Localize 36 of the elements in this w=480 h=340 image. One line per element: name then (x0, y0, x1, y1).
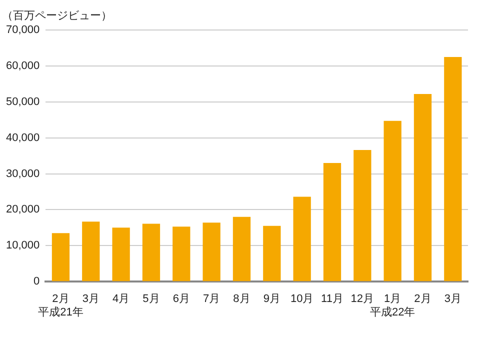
bar (202, 222, 220, 282)
y-tick-label: 20,000 (6, 204, 40, 216)
bar (293, 196, 311, 282)
x-tick-label: 9月 (263, 293, 280, 306)
bar (82, 222, 100, 282)
x-tick-label: 8月 (233, 293, 250, 306)
bar (263, 226, 281, 282)
y-tick-label: 10,000 (6, 240, 40, 252)
x-tick-label: 2月 (414, 293, 432, 306)
y-axis-title: （百万ページビュー） (2, 8, 112, 23)
x-tick-label: 11月 (321, 293, 344, 306)
bar (323, 162, 342, 282)
x-tick-label: 4月 (112, 293, 130, 306)
x-tick-label: 5月 (142, 293, 160, 306)
bar (52, 233, 70, 282)
x-tick-label: 7月 (203, 293, 220, 306)
bar (414, 94, 432, 282)
x-tick-label: 3月 (444, 293, 462, 306)
x-tick-label: 2月平成21年 (38, 293, 84, 318)
x-tick-label: 12月 (350, 293, 374, 306)
x-tick-label: 6月 (172, 293, 190, 306)
y-tick-label: 30,000 (6, 168, 40, 180)
bar (444, 56, 462, 282)
x-tick-label: 10月 (290, 293, 314, 306)
bar (384, 120, 402, 282)
bar (142, 224, 160, 282)
bar (354, 150, 372, 282)
bar (232, 216, 251, 282)
bar (172, 226, 190, 282)
y-tick-label: 0 (34, 276, 40, 288)
y-tick-label: 60,000 (6, 60, 40, 72)
y-tick-label: 40,000 (6, 132, 40, 144)
bar (112, 228, 130, 282)
y-tick-label: 50,000 (6, 96, 40, 108)
x-tick-label: 3月 (82, 293, 100, 306)
y-tick-label: 70,000 (6, 24, 40, 36)
